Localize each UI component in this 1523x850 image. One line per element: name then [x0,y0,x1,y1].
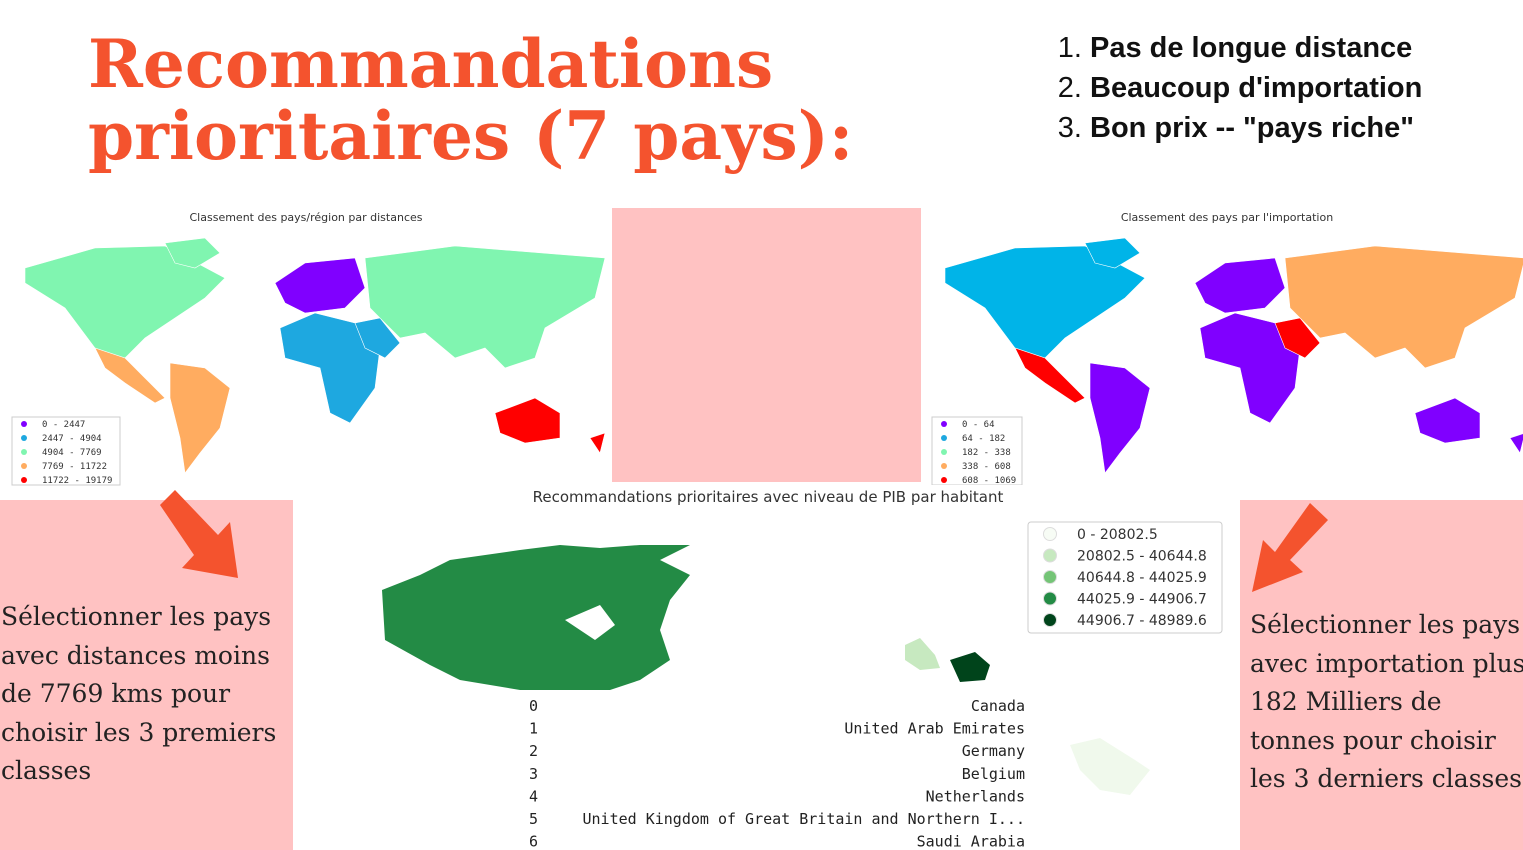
row-index: 4 [529,787,538,805]
map-import [944,237,1523,474]
legend-label: 2447 - 4904 [42,434,102,444]
legend-label: 608 - 1069 [962,476,1016,486]
center-title: Recommandations prioritaires avec niveau… [533,488,1004,506]
row-country: United Kingdom of Great Britain and Nort… [582,810,1025,828]
arrow [160,490,238,578]
legend-marker [21,435,27,441]
row-index: 3 [529,765,538,783]
row-country: Netherlands [926,787,1025,805]
row-index: 6 [529,833,538,850]
legend-label: 11722 - 19179 [42,476,112,486]
legend-label: 0 - 20802.5 [1077,527,1158,543]
legend-marker [21,463,27,469]
row-country: United Arab Emirates [844,720,1025,738]
legend-marker [941,463,947,469]
legend-label: 20802.5 - 40644.8 [1077,549,1207,565]
placeholder-box [612,208,921,482]
legend-label: 40644.8 - 44025.9 [1077,570,1207,586]
legend-marker [1043,613,1057,627]
legend-box [11,416,121,486]
criterion: Beaucoup d'importation [1090,68,1422,108]
row-index: 0 [529,697,538,715]
legend-label: 44906.7 - 48989.6 [1077,613,1207,629]
legend-label: 7769 - 11722 [42,462,107,472]
legend-marker [941,449,947,455]
legend-marker [21,449,27,455]
slide-title: Recommandations prioritaires (7 pays): [88,25,854,175]
legend-label: 182 - 338 [962,448,1011,458]
row-country: Germany [962,742,1025,760]
note-panel: Sélectionner les pays avec importation p… [1240,500,1523,850]
legend-box [1027,521,1223,634]
map-title: Classement des pays/région par distances [190,211,423,224]
legend-marker [1043,570,1057,584]
canada [382,545,690,690]
legend-marker [21,477,27,483]
legend-marker [21,421,27,427]
arrow [1252,503,1328,592]
legend-marker [1043,527,1057,541]
legend-label: 0 - 2447 [42,420,85,430]
map-title: Classement des pays par l'importation [1121,211,1333,224]
row-index: 1 [529,720,538,738]
legend-marker [941,477,947,483]
hudson-bay [565,605,615,640]
legend-label: 64 - 182 [962,434,1005,444]
row-country: Saudi Arabia [917,833,1025,850]
row-index: 2 [529,742,538,760]
legend-marker [941,421,947,427]
legend-box [931,416,1023,486]
benelux-germany [950,652,990,682]
legend-marker [941,435,947,441]
legend-label: 4904 - 7769 [42,448,102,458]
row-country: Canada [971,697,1025,715]
saudi-arabia [1070,738,1150,795]
legend-marker [1043,591,1057,606]
row-country: Belgium [962,765,1025,783]
row-index: 5 [529,810,538,828]
uk [905,638,940,670]
criterion: Bon prix -- "pays riche" [1090,108,1422,148]
legend-label: 44025.9 - 44906.7 [1077,592,1207,608]
legend-marker [1043,548,1057,563]
note-left: Sélectionner les pays avec distances moi… [1,602,277,785]
note-panel: Sélectionner les pays avec distances moi… [0,500,293,850]
criteria-list: Pas de longue distance Beaucoup d'import… [1060,28,1422,148]
criterion: Pas de longue distance [1090,28,1422,68]
legend-label: 0 - 64 [962,420,995,430]
note-right: Sélectionner les pays avec importation p… [1250,610,1523,793]
legend-label: 338 - 608 [962,462,1011,472]
